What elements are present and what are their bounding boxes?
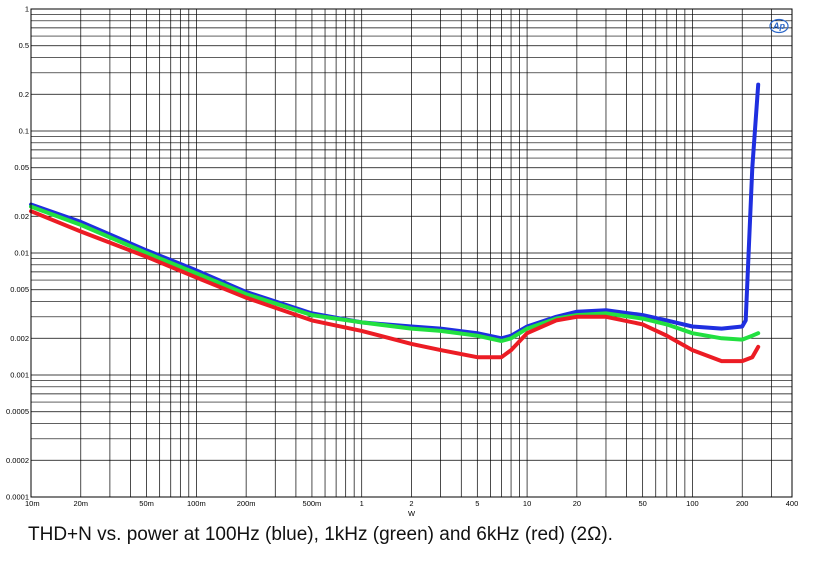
x-tick-label: 1 [360,499,364,508]
x-tick-label: 200m [237,499,256,508]
figure-caption: THD+N vs. power at 100Hz (blue), 1kHz (g… [28,524,613,545]
y-tick-label: 0.002 [10,334,29,343]
x-tick-label: 2 [409,499,413,508]
y-tick-label: 0.0005 [6,407,29,416]
series-layer [29,82,761,364]
y-tick-label: 0.05 [14,163,29,172]
x-tick-label: 50m [139,499,154,508]
y-tick-label: 0.0001 [6,493,29,502]
x-tick-label: 10 [523,499,531,508]
x-tick-label: 100 [686,499,699,508]
grid-lines [30,9,793,498]
series-line-2 [29,209,761,364]
x-tick-label: 5 [475,499,479,508]
x-tick-label: 200 [736,499,749,508]
x-tick-label: 10m [25,499,40,508]
tick-labels: 10m 20m 50m 100m 200m 500m 1 2 5 10 20 50 100 200 400 1… [6,5,798,509]
x-tick-label: 20 [573,499,581,508]
series-line-1 [29,204,761,343]
series-line-0 [29,82,761,341]
x-tick-label: 500m [303,499,322,508]
y-tick-label: 0.02 [14,212,29,221]
plot-frame [30,8,793,498]
x-tick-label: 20m [73,499,88,508]
y-tick-label: 0.2 [19,90,29,99]
x-tick-label: 50 [638,499,646,508]
y-tick-label: 0.1 [19,127,29,136]
svg-text:Ap: Ap [772,21,785,31]
x-tick-label: 100m [187,499,206,508]
thd-power-chart: 10m 20m 50m 100m 200m 500m 1 2 5 10 20 50 100 200 400 1… [6,5,798,519]
ap-logo: Ap [769,18,789,34]
y-tick-label: 0.001 [10,371,29,380]
y-tick-label: 0.0002 [6,456,29,465]
y-tick-label: 0.005 [10,285,29,294]
y-tick-label: 1 [25,5,29,14]
y-tick-label: 0.5 [19,41,29,50]
x-tick-label: 400 [786,499,799,508]
x-axis-label: W [408,509,416,518]
y-tick-label: 0.01 [14,249,29,258]
